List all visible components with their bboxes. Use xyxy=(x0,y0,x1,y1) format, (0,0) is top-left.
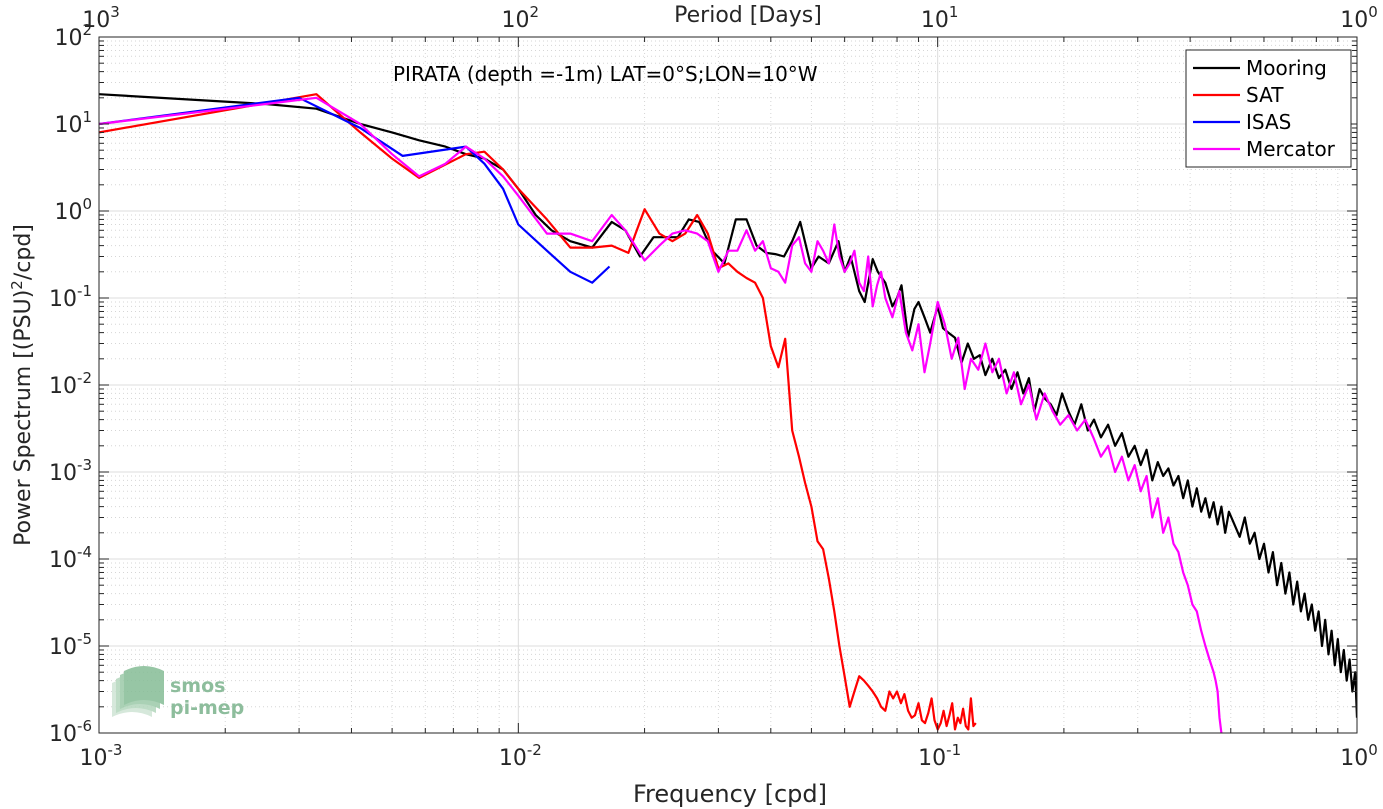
x2-tick-label-base: 10 xyxy=(82,8,110,33)
x2-tick-label-exp: 2 xyxy=(530,3,540,21)
legend-label-sat: SAT xyxy=(1246,83,1284,107)
x2-tick-label-exp: 0 xyxy=(1368,3,1378,21)
x-tick-label: 10-1 xyxy=(918,741,961,771)
legend-label-mooring: Mooring xyxy=(1246,56,1327,80)
y-tick-label-exp: -2 xyxy=(77,369,92,387)
x2-tick-label-exp: 3 xyxy=(110,3,120,21)
y-tick-label-base: 10 xyxy=(49,548,77,573)
x2-tick-label-base: 10 xyxy=(921,8,949,33)
y-tick-label: 10-6 xyxy=(49,717,92,747)
y-tick-label: 101 xyxy=(54,108,92,138)
y-tick-label-exp: -1 xyxy=(77,282,92,300)
smos-pimep-logo: smos pi-mep xyxy=(112,666,244,719)
y-tick-label-exp: -3 xyxy=(77,456,92,474)
y-tick-label-base: 10 xyxy=(49,287,77,312)
legend: Mooring SAT ISAS Mercator xyxy=(1185,49,1352,168)
x2-tick-label-base: 10 xyxy=(1340,8,1368,33)
y-tick-label: 102 xyxy=(54,21,92,51)
y-tick-label-exp: 1 xyxy=(82,108,92,126)
y-tick-label-base: 10 xyxy=(49,374,77,399)
x2-tick-label: 100 xyxy=(1340,3,1378,33)
y-tick-label: 100 xyxy=(54,195,92,225)
y-tick-label-base: 10 xyxy=(54,113,82,138)
logo-mark-icon xyxy=(112,666,164,717)
y-axis-title-sup: 2 xyxy=(8,280,26,290)
y-axis-title: Power Spectrum [(PSU)2/cpd] xyxy=(8,224,36,546)
x2-tick-label: 101 xyxy=(921,3,959,33)
x-tick-label: 100 xyxy=(1340,741,1378,771)
x2-tick-labels: 103 102 101 100 xyxy=(82,3,1378,33)
x-tick-label-base: 10 xyxy=(499,746,527,771)
major-grid xyxy=(99,37,1357,733)
x2-tick-label: 103 xyxy=(82,3,120,33)
y-tick-label-exp: -4 xyxy=(77,543,92,561)
x2-axis-title: Period [Days] xyxy=(674,3,822,28)
x2-tick-label-exp: 1 xyxy=(949,3,959,21)
y-tick-label-exp: 0 xyxy=(82,195,92,213)
y-axis-title-main: Power Spectrum [(PSU) xyxy=(11,290,36,546)
logo-line-2: pi-mep xyxy=(170,697,244,719)
x-tick-label-exp: -1 xyxy=(946,741,961,759)
y-tick-label: 10-2 xyxy=(49,369,92,399)
logo-line-1: smos xyxy=(170,675,225,697)
series-line-sat xyxy=(99,93,977,731)
series-line-mercator xyxy=(99,96,1223,733)
legend-box xyxy=(1185,49,1352,168)
x-tick-label: 10-3 xyxy=(80,741,123,771)
y-axis-title-tail: /cpd] xyxy=(11,224,36,280)
y-tick-label: 10-3 xyxy=(49,456,92,486)
x-tick-label-base: 10 xyxy=(1340,746,1368,771)
x-tick-label-exp: -3 xyxy=(108,741,123,759)
y-tick-label-base: 10 xyxy=(49,461,77,486)
x-tick-label-exp: -2 xyxy=(527,741,542,759)
x2-tick-label: 102 xyxy=(502,3,540,33)
series-line-isas xyxy=(99,96,611,284)
y-tick-label: 10-1 xyxy=(49,282,92,312)
y-tick-label-exp: -5 xyxy=(77,630,92,648)
x-tick-label: 10-2 xyxy=(499,741,542,771)
chart-annotation: PIRATA (depth =-1m) LAT=0°S;LON=10°W xyxy=(393,62,818,86)
legend-label-isas: ISAS xyxy=(1246,110,1291,134)
x-axis-title: Frequency [cpd] xyxy=(633,780,827,808)
series-layer xyxy=(99,93,1357,733)
legend-label-mercator: Mercator xyxy=(1246,137,1336,161)
x-tick-label-exp: 0 xyxy=(1368,741,1378,759)
axis-ticks xyxy=(98,36,1358,734)
y-tick-label-base: 10 xyxy=(49,722,77,747)
y-tick-label-base: 10 xyxy=(54,26,82,51)
y-tick-label-exp: -6 xyxy=(77,717,92,735)
y-tick-label: 10-4 xyxy=(49,543,92,573)
x2-tick-label-base: 10 xyxy=(502,8,530,33)
y-tick-label-base: 10 xyxy=(49,635,77,660)
x-tick-labels: 10-3 10-2 10-1 100 xyxy=(80,741,1378,771)
y-tick-label: 10-5 xyxy=(49,630,92,660)
y-tick-label-base: 10 xyxy=(54,200,82,225)
y-tick-label-exp: 2 xyxy=(82,21,92,39)
x-tick-label-base: 10 xyxy=(918,746,946,771)
x-tick-label-base: 10 xyxy=(80,746,108,771)
